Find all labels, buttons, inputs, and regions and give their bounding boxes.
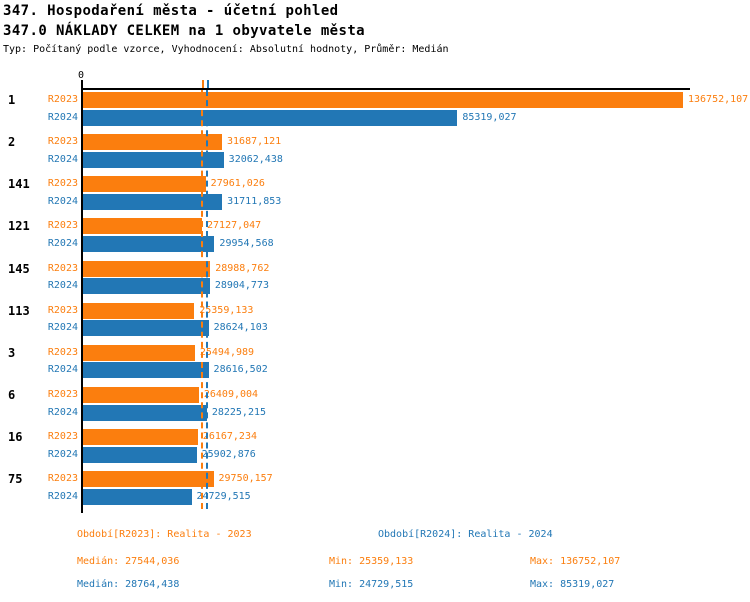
bar-r2024 — [83, 235, 215, 252]
max-stat-r2023: Max: 136752,107 — [530, 556, 621, 567]
value-label-r2023: 31687,121 — [227, 136, 282, 148]
series-label-r2023: R2023 — [47, 136, 78, 148]
value-label-r2023: 27961,026 — [210, 178, 265, 190]
value-label-r2023: 25359,133 — [199, 304, 254, 316]
min-stat-r2024: Min: 24729,515 — [329, 579, 414, 590]
value-label-r2024: 24729,515 — [196, 490, 251, 502]
series-label-r2023: R2023 — [47, 94, 78, 105]
bar-r2024 — [83, 278, 210, 295]
value-label-r2023: 26409,004 — [203, 389, 259, 401]
value-label-r2024: 29954,568 — [219, 237, 274, 249]
category-label: 141 — [8, 177, 30, 192]
min-stat-r2023: Min: 25359,133 — [329, 556, 414, 567]
value-label-r2024: 28624,103 — [213, 322, 268, 334]
series-label-r2023: R2023 — [47, 473, 78, 485]
series-label-r2023: R2023 — [47, 431, 78, 443]
bar-r2023 — [83, 429, 198, 446]
value-label-r2023: 28988,762 — [215, 262, 270, 274]
bar-r2024 — [83, 320, 209, 337]
value-label-r2024: 32062,438 — [228, 153, 283, 165]
bar-r2023 — [83, 134, 223, 151]
series-label-r2023: R2023 — [47, 262, 78, 274]
series-label-r2024: R2024 — [47, 322, 78, 334]
value-label-r2023: 27127,047 — [207, 220, 262, 232]
category-label: 121 — [8, 219, 30, 234]
max-stat-r2024: Max: 85319,027 — [530, 579, 615, 590]
series-label-r2024: R2024 — [47, 364, 78, 376]
bar-r2024 — [83, 151, 224, 168]
series-label-r2024: R2024 — [47, 280, 78, 292]
report-subtitle: 347.0 NÁKLADY CELKEM na 1 obyvatele měst… — [3, 23, 365, 39]
bar-r2023 — [83, 218, 203, 235]
value-label-r2023: 25494,989 — [199, 346, 255, 358]
series-label-r2024: R2024 — [47, 490, 78, 502]
bar-r2023 — [83, 176, 206, 193]
series-label-r2023: R2023 — [47, 220, 78, 232]
legend-r2023: Období[R2023]: Realita - 2023 — [77, 529, 252, 540]
median-line-r2024 — [206, 90, 209, 509]
report-meta: Typ: Počítaný podle vzorce, Vyhodnocení:… — [3, 44, 449, 55]
axis-zero-label: 0 — [78, 70, 85, 81]
bar-r2024 — [83, 109, 458, 126]
bar-r2023 — [83, 471, 214, 488]
series-label-r2023: R2023 — [47, 178, 78, 190]
value-label-r2023: 136752,107 — [688, 94, 749, 105]
bar-r2023 — [83, 302, 195, 319]
category-label: 16 — [8, 430, 23, 445]
series-label-r2024: R2024 — [47, 448, 78, 460]
category-label: 2 — [8, 135, 16, 150]
series-label-r2024: R2024 — [47, 406, 78, 418]
median-stat-r2023: Medián: 27544,036 — [77, 556, 180, 567]
value-label-r2024: 31711,853 — [227, 195, 282, 207]
series-label-r2024: R2024 — [47, 237, 78, 249]
median-tick-r2024 — [207, 80, 210, 88]
value-label-r2024: 25902,876 — [201, 448, 256, 460]
value-label-r2024: 28225,215 — [211, 406, 267, 418]
bar-r2023 — [83, 260, 211, 277]
bar-r2023 — [83, 387, 199, 404]
value-label-r2024: 28904,773 — [214, 280, 269, 292]
median-stat-r2024: Medián: 28764,438 — [77, 579, 180, 590]
category-label: 75 — [8, 472, 23, 487]
value-label-r2024: 85319,027 — [462, 111, 517, 123]
series-label-r2023: R2023 — [47, 346, 78, 358]
x-axis-line — [82, 88, 690, 90]
legend-r2024: Období[R2024]: Realita - 2024 — [378, 529, 553, 540]
value-label-r2023: 29750,157 — [218, 473, 273, 485]
series-label-r2023: R2023 — [47, 304, 78, 316]
bar-r2023 — [83, 344, 195, 361]
bar-r2023 — [83, 92, 683, 108]
series-label-r2024: R2024 — [47, 195, 78, 207]
series-label-r2023: R2023 — [47, 389, 78, 401]
y-axis-line — [81, 88, 83, 513]
bar-r2024 — [83, 362, 209, 379]
category-label: 1 — [8, 93, 16, 107]
median-tick-r2023 — [201, 80, 204, 88]
series-label-r2024: R2024 — [47, 153, 78, 165]
median-line-r2023 — [200, 90, 203, 509]
bar-r2024 — [83, 446, 197, 463]
bar-r2024 — [83, 404, 207, 421]
value-label-r2024: 28616,502 — [213, 364, 268, 376]
category-label: 145 — [8, 261, 30, 276]
value-label-r2023: 26167,234 — [202, 431, 257, 443]
bar-r2024 — [83, 193, 223, 210]
axis-zero-tick — [81, 80, 83, 88]
bar-chart: 0 1 R2023 136752,107 R2024 85319,027 2 R2023 316… — [8, 70, 749, 513]
category-label: 6 — [8, 388, 16, 403]
series-label-r2024: R2024 — [47, 111, 78, 123]
bar-r2024 — [83, 488, 192, 505]
category-label: 113 — [8, 303, 30, 318]
report-title: 347. Hospodaření města - účetní pohled — [3, 3, 339, 19]
category-label: 3 — [8, 345, 16, 360]
